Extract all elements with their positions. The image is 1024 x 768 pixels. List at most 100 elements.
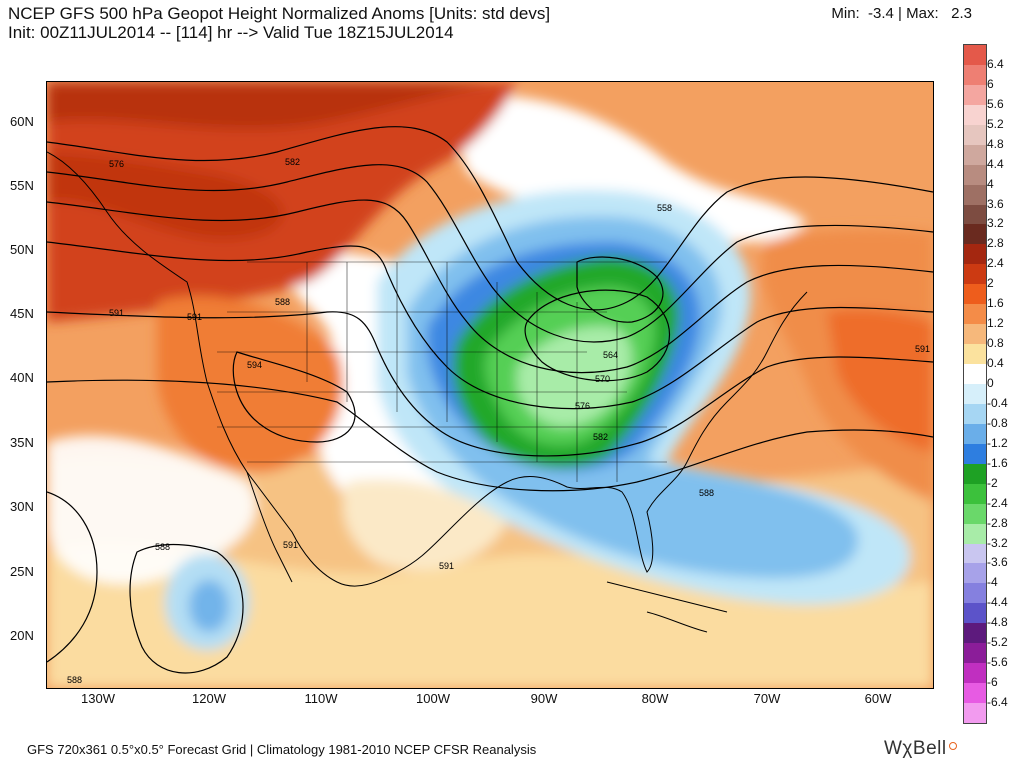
colorbar-tick-label: -4 xyxy=(987,575,998,590)
lat-label: 45N xyxy=(10,306,34,321)
colorbar-cell xyxy=(964,144,986,166)
coastlines xyxy=(47,151,808,633)
colorbar-tick-label: 2.8 xyxy=(987,236,1004,251)
colorbar-tick-label: -4.8 xyxy=(987,615,1008,630)
contour-label: 582 xyxy=(593,432,608,442)
footer-text: GFS 720x361 0.5°x0.5° Forecast Grid | Cl… xyxy=(27,742,537,757)
lat-label: 35N xyxy=(10,435,34,450)
colorbar-cell xyxy=(964,483,986,505)
colorbar-cell xyxy=(964,84,986,106)
colorbar-cell xyxy=(964,45,986,66)
lon-label: 90W xyxy=(530,691,558,706)
colorbar-cell xyxy=(964,304,986,325)
anomaly-map: 576 582 588 591 591 594 558 564 570 576 … xyxy=(46,81,934,689)
colorbar-cell xyxy=(964,643,986,664)
contour-label: 570 xyxy=(595,374,610,384)
colorbar-tick-label: 2 xyxy=(987,276,994,291)
contour-label: 588 xyxy=(155,542,170,552)
colorbar-tick-label: 3.2 xyxy=(987,216,1004,231)
colorbar-tick-label: 0.4 xyxy=(987,356,1004,371)
colorbar-cell xyxy=(964,703,986,724)
colorbar-tick-label: -6.4 xyxy=(987,695,1008,710)
colorbar-cell xyxy=(964,64,986,86)
colorbar-cell xyxy=(964,364,986,385)
colorbar-cell xyxy=(964,124,986,146)
contour-label: 594 xyxy=(247,360,262,370)
contour-label: 588 xyxy=(275,297,290,307)
colorbar-cell xyxy=(964,264,986,285)
colorbar-cell xyxy=(964,164,986,186)
colorbar-tick-label: -0.8 xyxy=(987,415,1008,430)
contour-label: 591 xyxy=(187,312,202,322)
lon-label: 70W xyxy=(753,691,781,706)
colorbar-cell xyxy=(964,284,986,305)
colorbar-cell xyxy=(964,543,986,564)
lat-label: 25N xyxy=(10,564,34,579)
lon-label: 130W xyxy=(81,691,115,706)
colorbar-cell xyxy=(964,344,986,365)
colorbar-tick-label: -1.2 xyxy=(987,435,1008,450)
colorbar-cell xyxy=(964,563,986,584)
contour-label: 576 xyxy=(109,159,124,169)
anomaly-map-canvas: 576 582 588 591 591 594 558 564 570 576 … xyxy=(47,82,933,688)
colorbar-tick-label: 4.8 xyxy=(987,136,1004,151)
lat-label: 50N xyxy=(10,242,34,257)
min-max-readout: Min: -3.4 | Max: 2.3 xyxy=(831,5,972,22)
colorbar-cell xyxy=(964,523,986,545)
colorbar-cell xyxy=(964,603,986,624)
lat-label: 30N xyxy=(10,499,34,514)
colorbar-cell xyxy=(964,104,986,126)
colorbar-tick-label: -3.2 xyxy=(987,535,1008,550)
contour-label: 588 xyxy=(67,675,82,685)
colorbar-tick-label: 1.2 xyxy=(987,316,1004,331)
anomaly-shading xyxy=(47,82,933,688)
colorbar-tick-label: -3.6 xyxy=(987,555,1008,570)
colorbar-cell xyxy=(964,324,986,345)
colorbar-cell xyxy=(964,224,986,245)
contour-label: 558 xyxy=(657,203,672,213)
colorbar-tick-label: -2 xyxy=(987,475,998,490)
colorbar-cell xyxy=(964,663,986,684)
colorbar-tick-label: 5.6 xyxy=(987,96,1004,111)
map-title: NCEP GFS 500 hPa Geopot Height Normalize… xyxy=(8,4,551,42)
contour-label: 591 xyxy=(915,344,930,354)
colorbar-cell xyxy=(964,583,986,604)
colorbar-tick-label: -4.4 xyxy=(987,595,1008,610)
colorbar-cell xyxy=(964,683,986,704)
contour-label: 576 xyxy=(575,401,590,411)
colorbar-cell xyxy=(964,184,986,206)
contour-label: 591 xyxy=(439,561,454,571)
colorbar-tick-label: -5.2 xyxy=(987,635,1008,650)
lat-label: 40N xyxy=(10,370,34,385)
colorbar-tick-label: 0.8 xyxy=(987,336,1004,351)
colorbar-tick-label: -0.4 xyxy=(987,395,1008,410)
colorbar-tick-label: 3.6 xyxy=(987,196,1004,211)
colorbar-tick-label: 6.4 xyxy=(987,56,1004,71)
contour-label: 588 xyxy=(699,488,714,498)
lon-label: 100W xyxy=(416,691,450,706)
lat-label: 55N xyxy=(10,178,34,193)
contour-label: 591 xyxy=(109,308,124,318)
contour-label: 582 xyxy=(285,157,300,167)
lon-label: 80W xyxy=(641,691,669,706)
colorbar-cell xyxy=(964,204,986,225)
colorbar-tick-label: -5.6 xyxy=(987,655,1008,670)
colorbar-tick-label: 4 xyxy=(987,176,994,191)
colorbar-tick-label: -2.4 xyxy=(987,495,1008,510)
colorbar-tick-label: 2.4 xyxy=(987,256,1004,271)
colorbar-cell xyxy=(964,443,986,465)
colorbar-tick-label: 5.2 xyxy=(987,116,1004,131)
colorbar-cell xyxy=(964,423,986,445)
colorbar-cell xyxy=(964,623,986,644)
contour-labels: 576 582 588 591 591 594 558 564 570 576 … xyxy=(67,157,930,685)
colorbar xyxy=(963,44,987,724)
lon-label: 120W xyxy=(192,691,226,706)
colorbar-tick-label: 6 xyxy=(987,76,994,91)
state-borders xyxy=(217,261,667,482)
colorbar-tick-label: 1.6 xyxy=(987,296,1004,311)
brand-logo: WχBell xyxy=(884,738,957,760)
colorbar-tick-label: 0 xyxy=(987,376,994,390)
contour-label: 564 xyxy=(603,350,618,360)
colorbar-cell xyxy=(964,503,986,525)
colorbar-cell xyxy=(964,384,986,405)
